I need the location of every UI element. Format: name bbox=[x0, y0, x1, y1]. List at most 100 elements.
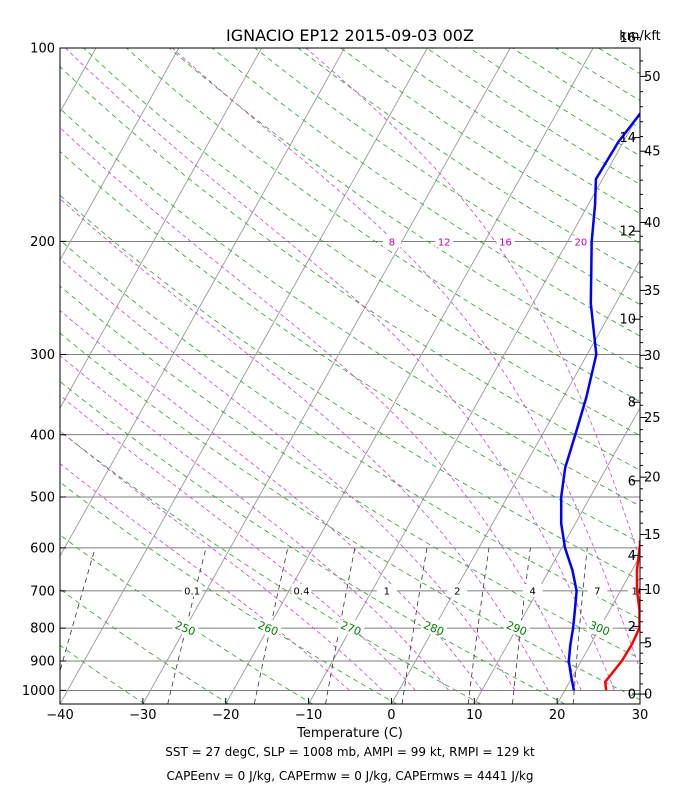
moist-adiabat-label: 12 bbox=[438, 237, 451, 248]
isotherm-line bbox=[225, 48, 594, 704]
km-tick-label: 14 bbox=[619, 131, 636, 146]
dry-adiabat-line bbox=[60, 430, 481, 704]
mixing-ratio-label: 10 bbox=[632, 586, 645, 597]
x-tick-label: −10 bbox=[295, 708, 322, 723]
dry-adiabat-line bbox=[512, 48, 640, 129]
dry-adiabat-line bbox=[60, 66, 640, 471]
temperature-profile-line bbox=[603, 533, 640, 691]
dry-adiabat-label-bg bbox=[255, 620, 282, 635]
mixing-ratio-line bbox=[253, 547, 289, 704]
isotherm-line bbox=[60, 48, 97, 114]
pressure-tick-label: 900 bbox=[30, 654, 55, 669]
mixing-ratio-line bbox=[60, 547, 96, 673]
moist-adiabat-label: 16 bbox=[499, 237, 512, 248]
isotherm-line bbox=[60, 48, 345, 557]
moist-adiabat-line bbox=[305, 48, 640, 561]
km-tick-label: 2 bbox=[628, 620, 636, 635]
x-tick-label: 20 bbox=[549, 708, 566, 723]
moist-adiabat-line bbox=[172, 48, 640, 670]
mixing-ratio-label-bg bbox=[376, 583, 397, 597]
kft-tick-label: 5 bbox=[644, 636, 652, 651]
moist-adiabat-label-bg bbox=[659, 235, 677, 247]
dry-adiabat-line bbox=[211, 48, 640, 337]
plot-frame bbox=[59, 47, 641, 705]
moist-adiabat-line bbox=[60, 430, 383, 691]
isotherm-line bbox=[473, 407, 640, 704]
dry-adiabat-label-bg bbox=[586, 620, 613, 635]
dry-adiabat-line bbox=[60, 703, 61, 704]
kft-tick-label: 50 bbox=[644, 70, 661, 85]
dry-adiabat-label-bg bbox=[172, 620, 199, 635]
dry-adiabat-line bbox=[60, 239, 640, 620]
dry-adiabat-label-bg bbox=[420, 620, 447, 635]
mixing-ratio-label: 2 bbox=[454, 586, 460, 597]
axes-ticks: −40 −30 −20 −10 0 10 20 30100090080070060050040… bbox=[22, 31, 661, 723]
dry-adiabat-line bbox=[60, 285, 640, 660]
x-tick-label: −40 bbox=[46, 708, 73, 723]
isotherm-line bbox=[142, 48, 511, 704]
height-unit-label: km/kft bbox=[619, 29, 661, 44]
kft-tick-label: 10 bbox=[644, 583, 661, 598]
km-tick-label: 6 bbox=[628, 474, 636, 489]
km-tick-label: 0 bbox=[628, 688, 636, 703]
kft-tick-label: 15 bbox=[644, 528, 661, 543]
pressure-tick-label: 800 bbox=[30, 622, 55, 637]
pressure-tick-label: 200 bbox=[30, 235, 55, 250]
pressure-tick-label: 500 bbox=[30, 491, 55, 506]
moist-adiabat-label-bg bbox=[382, 235, 401, 248]
dry-adiabat-line bbox=[60, 588, 229, 704]
dry-adiabat-label-bg bbox=[338, 620, 365, 635]
km-tick-label: 10 bbox=[619, 313, 636, 328]
dewpoint-profile-line bbox=[559, 111, 640, 691]
moist-adiabat-line bbox=[60, 394, 416, 691]
mixing-ratio-label-bg bbox=[522, 583, 543, 597]
x-axis-label: Temperature (C) bbox=[296, 726, 403, 740]
kft-tick-label: 25 bbox=[644, 411, 661, 426]
pressure-tick-label: 700 bbox=[30, 584, 55, 599]
dry-adiabat-line bbox=[60, 150, 640, 544]
mixing-ratio-label: 1 bbox=[384, 586, 390, 597]
dry-adiabat-line bbox=[60, 194, 640, 581]
isotherm-line bbox=[556, 555, 640, 704]
pressure-tick-label: 100 bbox=[30, 42, 55, 57]
moist-adiabat-label-bg bbox=[435, 235, 454, 248]
pressure-tick-label: 300 bbox=[30, 348, 55, 363]
dry-adiabat-line bbox=[60, 644, 145, 704]
mixing-ratio-line bbox=[167, 547, 207, 704]
kft-tick-label: 35 bbox=[644, 284, 661, 299]
kft-tick-label: 30 bbox=[644, 349, 661, 364]
moist-adiabat-line bbox=[60, 310, 483, 691]
dry-adiabat-label-bg bbox=[503, 620, 530, 635]
kft-tick-label: 45 bbox=[644, 145, 661, 160]
moist-adiabat-line bbox=[60, 463, 350, 691]
mixing-ratio-label: 0.1 bbox=[184, 586, 200, 597]
dry-adiabat-line bbox=[60, 380, 565, 704]
moist-adiabat-line bbox=[65, 48, 615, 691]
mixing-ratio-line bbox=[572, 547, 588, 704]
mixing-ratio-line bbox=[512, 547, 531, 704]
dry-adiabat-line bbox=[469, 48, 640, 157]
isotherm-line bbox=[308, 111, 640, 704]
kft-tick-label: 20 bbox=[644, 471, 661, 486]
mixing-ratio-line bbox=[467, 547, 490, 704]
mixing-ratio-label-bg bbox=[447, 583, 468, 597]
km-tick-label: 12 bbox=[619, 225, 636, 240]
isotherm-line bbox=[60, 48, 428, 704]
mixing-ratio-label-bg bbox=[291, 583, 312, 597]
pressure-tick-label: 400 bbox=[30, 428, 55, 443]
mixing-ratio-label-bg bbox=[682, 584, 700, 597]
moist-adiabat-line bbox=[60, 258, 516, 691]
moist-adiabat-label: 24 bbox=[662, 237, 675, 248]
x-tick-label: −20 bbox=[212, 708, 239, 723]
dry-adiabat-line bbox=[254, 48, 640, 305]
dry-adiabat-line bbox=[60, 534, 313, 704]
km-tick-label: 16 bbox=[619, 31, 636, 46]
mixing-ratio-label-bg bbox=[587, 583, 608, 597]
kft-tick-label: 40 bbox=[644, 216, 661, 231]
moist-adiabat-line bbox=[60, 198, 549, 691]
dry-adiabat-line bbox=[169, 48, 640, 369]
pressure-tick-label: 600 bbox=[30, 541, 55, 556]
mixing-ratio-line bbox=[401, 547, 428, 704]
mixing-ratio-label: 7 bbox=[594, 586, 600, 597]
